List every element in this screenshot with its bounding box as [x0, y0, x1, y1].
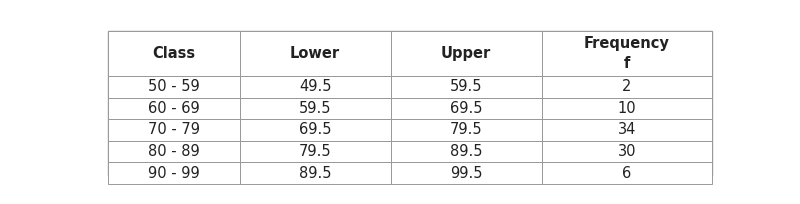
Bar — [542, 162, 712, 184]
Text: Lower: Lower — [290, 46, 340, 61]
Text: 34: 34 — [618, 122, 636, 137]
Text: 6: 6 — [622, 166, 632, 181]
Bar — [108, 31, 239, 76]
Bar — [239, 31, 390, 76]
Bar — [108, 98, 239, 119]
Bar — [108, 76, 239, 98]
Text: 69.5: 69.5 — [450, 101, 482, 116]
Bar — [390, 119, 542, 141]
Text: 49.5: 49.5 — [299, 79, 331, 94]
Bar — [390, 31, 542, 76]
Bar — [239, 141, 390, 162]
Text: 70 - 79: 70 - 79 — [148, 122, 200, 137]
Bar — [239, 76, 390, 98]
Text: 69.5: 69.5 — [299, 122, 331, 137]
Text: 90 - 99: 90 - 99 — [148, 166, 199, 181]
Bar — [108, 141, 239, 162]
Bar — [390, 76, 542, 98]
Text: 89.5: 89.5 — [299, 166, 331, 181]
Bar — [542, 98, 712, 119]
Bar — [542, 76, 712, 98]
Text: 10: 10 — [618, 101, 636, 116]
Text: Class: Class — [152, 46, 195, 61]
Text: 50 - 59: 50 - 59 — [148, 79, 199, 94]
Text: 99.5: 99.5 — [450, 166, 482, 181]
Text: 80 - 89: 80 - 89 — [148, 144, 199, 159]
Text: Upper: Upper — [441, 46, 491, 61]
Text: 30: 30 — [618, 144, 636, 159]
Text: 89.5: 89.5 — [450, 144, 482, 159]
Text: Frequency
f: Frequency f — [584, 36, 670, 71]
Text: 2: 2 — [622, 79, 632, 94]
Bar — [542, 141, 712, 162]
Text: 59.5: 59.5 — [299, 101, 331, 116]
Bar — [390, 141, 542, 162]
Bar — [239, 162, 390, 184]
Bar — [390, 162, 542, 184]
Bar — [108, 162, 239, 184]
Text: 60 - 69: 60 - 69 — [148, 101, 199, 116]
Bar — [239, 119, 390, 141]
Bar — [390, 98, 542, 119]
Bar — [542, 31, 712, 76]
Text: 79.5: 79.5 — [298, 144, 331, 159]
Bar — [108, 119, 239, 141]
Bar — [239, 98, 390, 119]
Bar — [542, 119, 712, 141]
Text: 79.5: 79.5 — [450, 122, 482, 137]
Text: 59.5: 59.5 — [450, 79, 482, 94]
